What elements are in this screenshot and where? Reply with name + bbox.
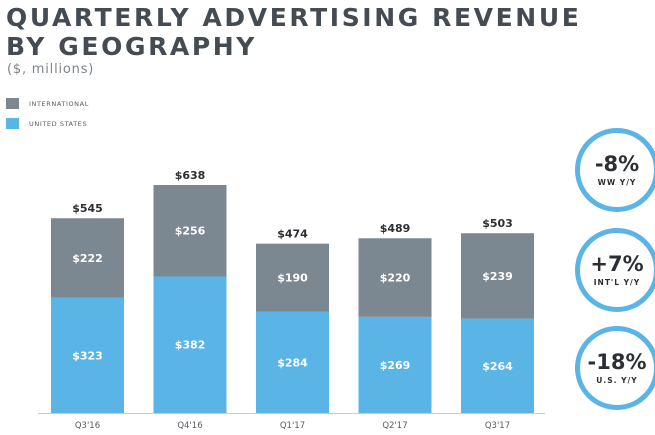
legend-item-international: INTERNATIONAL <box>6 97 89 110</box>
bar-international-2 <box>256 243 329 312</box>
total-label-1: $638 <box>175 169 206 182</box>
badge-intl-yoy-label: INT'L Y/Y <box>593 278 641 287</box>
x-tick-label-2: Q1'17 <box>280 421 305 431</box>
total-label-0: $545 <box>72 202 103 215</box>
chart-subtitle: ($, millions) <box>7 62 95 77</box>
x-tick-label-4: Q3'17 <box>485 421 510 431</box>
legend-label-international: INTERNATIONAL <box>29 99 89 108</box>
x-tick-label-1: Q4'16 <box>177 421 202 431</box>
bar-international-4 <box>461 233 534 319</box>
badge-us-yoy: -18% U.S. Y/Y <box>575 326 655 410</box>
bar-label-united-states-0: $323 <box>72 349 103 362</box>
badge-intl-yoy: +7% INT'L Y/Y <box>575 228 655 312</box>
bar-united-states-4 <box>461 318 534 413</box>
chart-title: QUARTERLY ADVERTISING REVENUE BY GEOGRAP… <box>6 3 581 61</box>
badge-intl-yoy-value: +7% <box>590 252 644 276</box>
legend-label-united-states: UNITED STATES <box>29 119 88 128</box>
bar-international-0 <box>51 218 124 298</box>
total-label-4: $503 <box>482 217 513 230</box>
bar-label-international-3: $220 <box>380 272 411 285</box>
badge-ww-yoy-label: WW Y/Y <box>597 178 637 187</box>
bar-label-united-states-3: $269 <box>380 359 411 372</box>
bar-label-united-states-2: $284 <box>277 356 308 369</box>
bar-label-united-states-1: $382 <box>175 339 206 352</box>
bar-label-united-states-4: $264 <box>482 360 513 373</box>
total-label-2: $474 <box>277 228 308 241</box>
bar-international-1 <box>153 185 227 277</box>
total-label-3: $489 <box>380 222 411 235</box>
legend: INTERNATIONAL UNITED STATES <box>6 97 89 137</box>
chart-title-line-1: QUARTERLY ADVERTISING REVENUE <box>6 3 582 32</box>
badge-ww-yoy: -8% WW Y/Y <box>575 128 655 212</box>
bar-label-international-0: $222 <box>72 252 103 265</box>
bar-united-states-2 <box>256 311 329 413</box>
bar-united-states-0 <box>51 297 124 413</box>
bar-united-states-3 <box>358 316 432 413</box>
legend-swatch-international <box>6 98 19 109</box>
legend-swatch-united-states <box>6 118 19 129</box>
x-tick-label-0: Q3'16 <box>75 421 100 431</box>
bar-united-states-1 <box>153 276 227 413</box>
x-tick-label-3: Q2'17 <box>382 421 407 431</box>
bar-label-international-2: $190 <box>277 272 308 285</box>
badge-ww-yoy-value: -8% <box>594 152 640 176</box>
bar-international-3 <box>358 238 432 317</box>
chart-title-line-2: BY GEOGRAPHY <box>6 32 258 61</box>
bar-label-international-1: $256 <box>175 225 206 238</box>
badge-us-yoy-value: -18% <box>587 350 647 374</box>
legend-item-united-states: UNITED STATES <box>6 117 89 130</box>
badge-us-yoy-label: U.S. Y/Y <box>596 376 638 385</box>
bar-label-international-4: $239 <box>482 270 513 283</box>
